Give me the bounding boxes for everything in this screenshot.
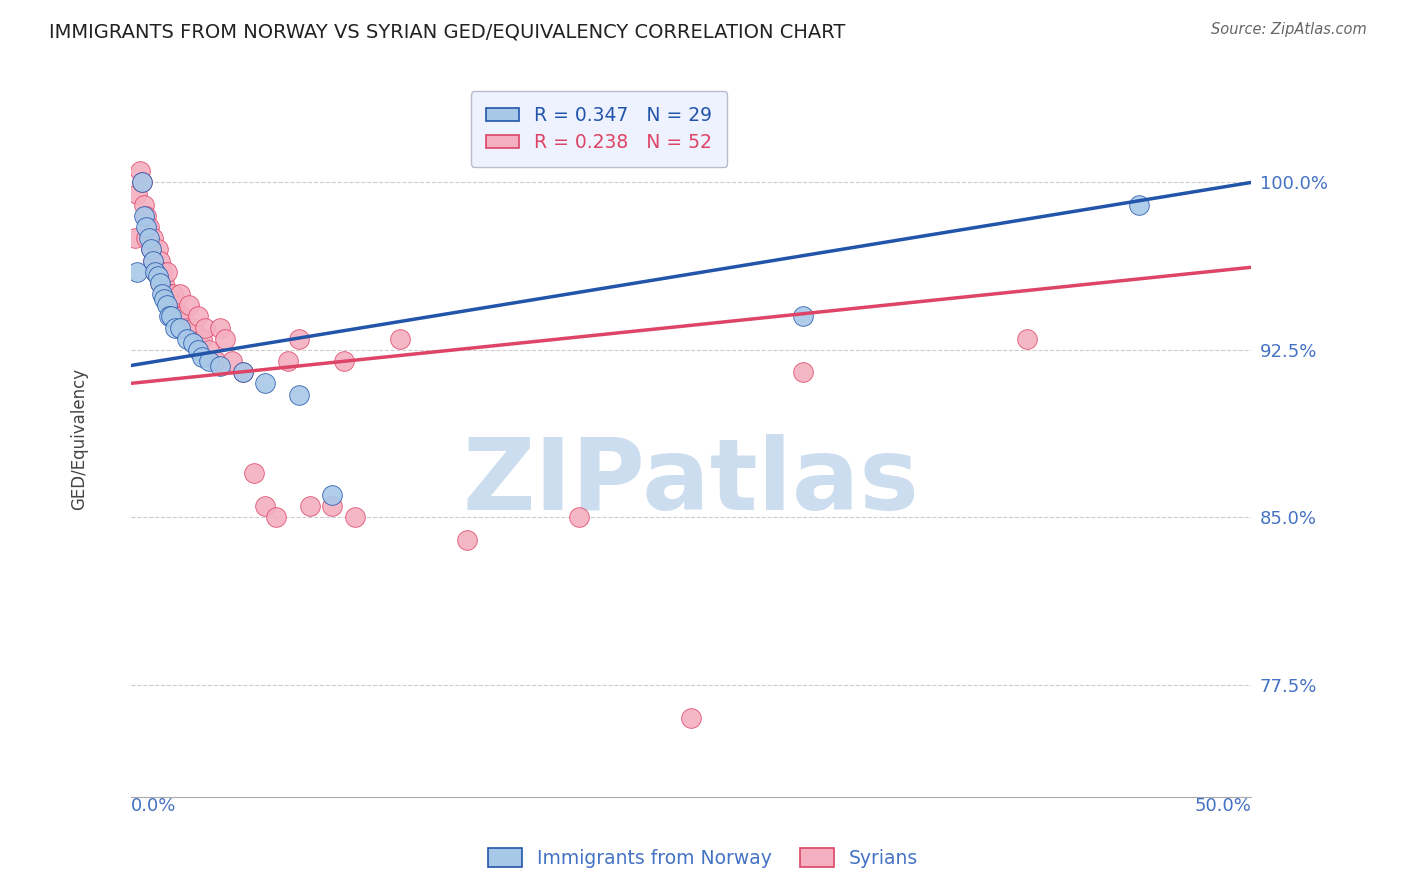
Point (1017, 332, 1039, 346)
Point (187, 343, 209, 357)
Text: IMMIGRANTS FROM NORWAY VS SYRIAN GED/EQUIVALENCY CORRELATION CHART: IMMIGRANTS FROM NORWAY VS SYRIAN GED/EQU… (49, 22, 845, 41)
Point (155, 265, 177, 279)
Point (131, 175, 153, 189)
Point (792, 365, 814, 379)
Point (142, 253, 165, 268)
Point (160, 298, 183, 312)
Point (169, 287, 191, 301)
Point (209, 320, 232, 334)
Point (149, 276, 172, 290)
Point (194, 320, 217, 334)
Point (135, 209, 157, 223)
Point (128, 164, 150, 178)
Point (287, 332, 309, 346)
Point (254, 500, 277, 514)
Point (138, 231, 160, 245)
Point (198, 343, 221, 357)
Point (146, 269, 169, 284)
Point (321, 500, 343, 514)
Point (155, 298, 177, 312)
Point (132, 198, 155, 212)
Point (568, 510, 591, 524)
Point (232, 365, 254, 379)
Point (388, 332, 411, 346)
Point (149, 253, 172, 268)
Point (166, 310, 188, 324)
Legend: R = 0.347   N = 29, R = 0.238   N = 52: R = 0.347 N = 29, R = 0.238 N = 52 (471, 91, 727, 167)
Point (131, 175, 153, 189)
Point (127, 186, 149, 201)
Point (176, 320, 198, 334)
Point (146, 243, 169, 257)
Point (138, 220, 160, 235)
Point (298, 500, 321, 514)
Point (142, 231, 165, 245)
Point (150, 287, 173, 301)
Point (205, 354, 228, 368)
Point (183, 320, 205, 334)
Point (1128, 198, 1150, 212)
Point (221, 354, 243, 368)
Legend: Immigrants from Norway, Syrians: Immigrants from Norway, Syrians (481, 840, 925, 875)
Point (232, 365, 254, 379)
Point (153, 276, 176, 290)
Point (139, 243, 162, 257)
Point (142, 253, 165, 268)
Point (135, 220, 157, 235)
Point (191, 332, 214, 346)
Text: Source: ZipAtlas.com: Source: ZipAtlas.com (1211, 22, 1367, 37)
Point (792, 310, 814, 324)
Point (277, 354, 299, 368)
Point (198, 354, 221, 368)
Point (321, 488, 343, 502)
Point (162, 287, 184, 301)
Point (187, 310, 209, 324)
Point (243, 466, 266, 480)
Point (127, 265, 149, 279)
Point (153, 292, 176, 306)
Point (157, 310, 180, 324)
Point (135, 231, 157, 245)
Point (165, 320, 187, 334)
Point (332, 354, 354, 368)
Text: GED/Equivalency: GED/Equivalency (70, 368, 89, 510)
Point (143, 265, 166, 279)
Point (169, 320, 191, 334)
Point (214, 332, 236, 346)
Point (132, 209, 155, 223)
Point (176, 332, 198, 346)
Point (124, 231, 146, 245)
Point (287, 387, 309, 401)
Point (266, 510, 288, 524)
Point (160, 310, 183, 324)
Point (165, 298, 187, 312)
Point (177, 298, 200, 312)
Point (456, 533, 478, 547)
Text: ZIPatlas: ZIPatlas (463, 434, 920, 531)
Point (254, 376, 277, 391)
Point (149, 276, 172, 290)
Point (183, 336, 205, 351)
Text: 50.0%: 50.0% (1195, 797, 1251, 814)
Point (139, 243, 162, 257)
Point (143, 265, 166, 279)
Point (150, 265, 173, 279)
Point (679, 711, 702, 725)
Point (172, 310, 194, 324)
Text: 0.0%: 0.0% (131, 797, 176, 814)
Point (157, 287, 180, 301)
Point (343, 510, 366, 524)
Point (191, 350, 214, 364)
Point (209, 359, 232, 373)
